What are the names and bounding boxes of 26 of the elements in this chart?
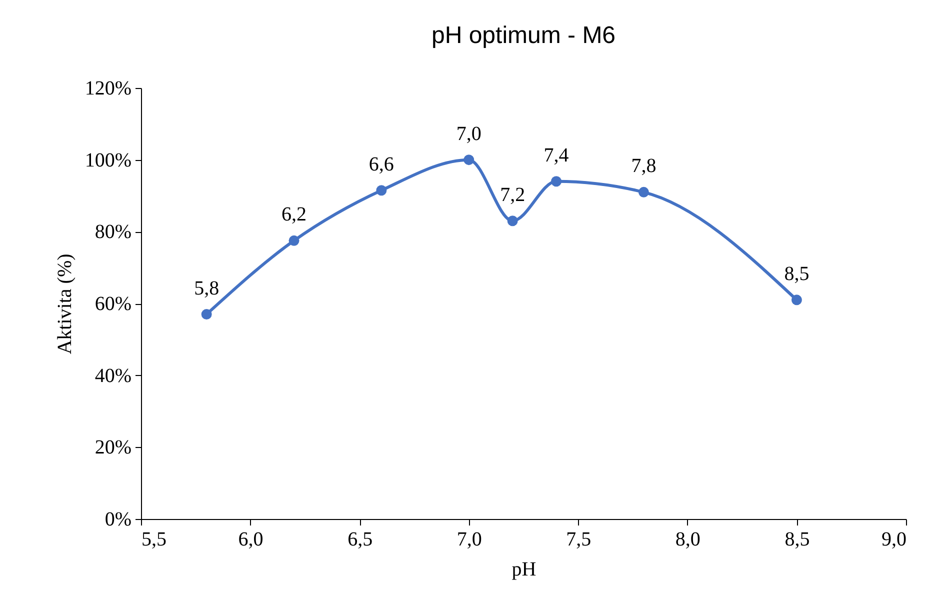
x-tick-label: 7,0 [456,528,482,550]
chart-title: pH optimum - M6 [431,22,616,49]
x-tick-label: 8,5 [784,528,810,550]
y-tick-label: 100% [84,149,132,172]
y-tick-label: 60% [94,293,132,315]
x-tick-label: 9,0 [882,528,906,550]
y-tick-label: 80% [94,221,132,244]
x-tick-label: 7,5 [566,528,592,550]
y-tick-label: 120% [84,78,132,100]
annotation: 6,2 [282,204,306,226]
y-tick-label: 40% [94,364,132,387]
annotation: 7,4 [544,144,569,166]
y-axis-title: Aktivita (%) [54,254,76,354]
x-tick-label: 5,5 [142,528,166,550]
annotation: 8,5 [784,262,810,285]
x-tick-label: 6,5 [348,528,373,550]
y-tick-label: 20% [94,436,132,459]
x-axis-title: pH [512,558,536,580]
annotation: 6,6 [368,153,394,176]
annotation: 7,2 [500,184,526,206]
x-tick-label: 6,0 [238,528,264,550]
annotation: 7,8 [631,155,656,178]
x-tick-label: 8,0 [675,528,700,550]
annotation: 7,0 [456,122,482,145]
y-tick-label: 0% [104,508,132,530]
annotation: 5,8 [194,277,220,300]
